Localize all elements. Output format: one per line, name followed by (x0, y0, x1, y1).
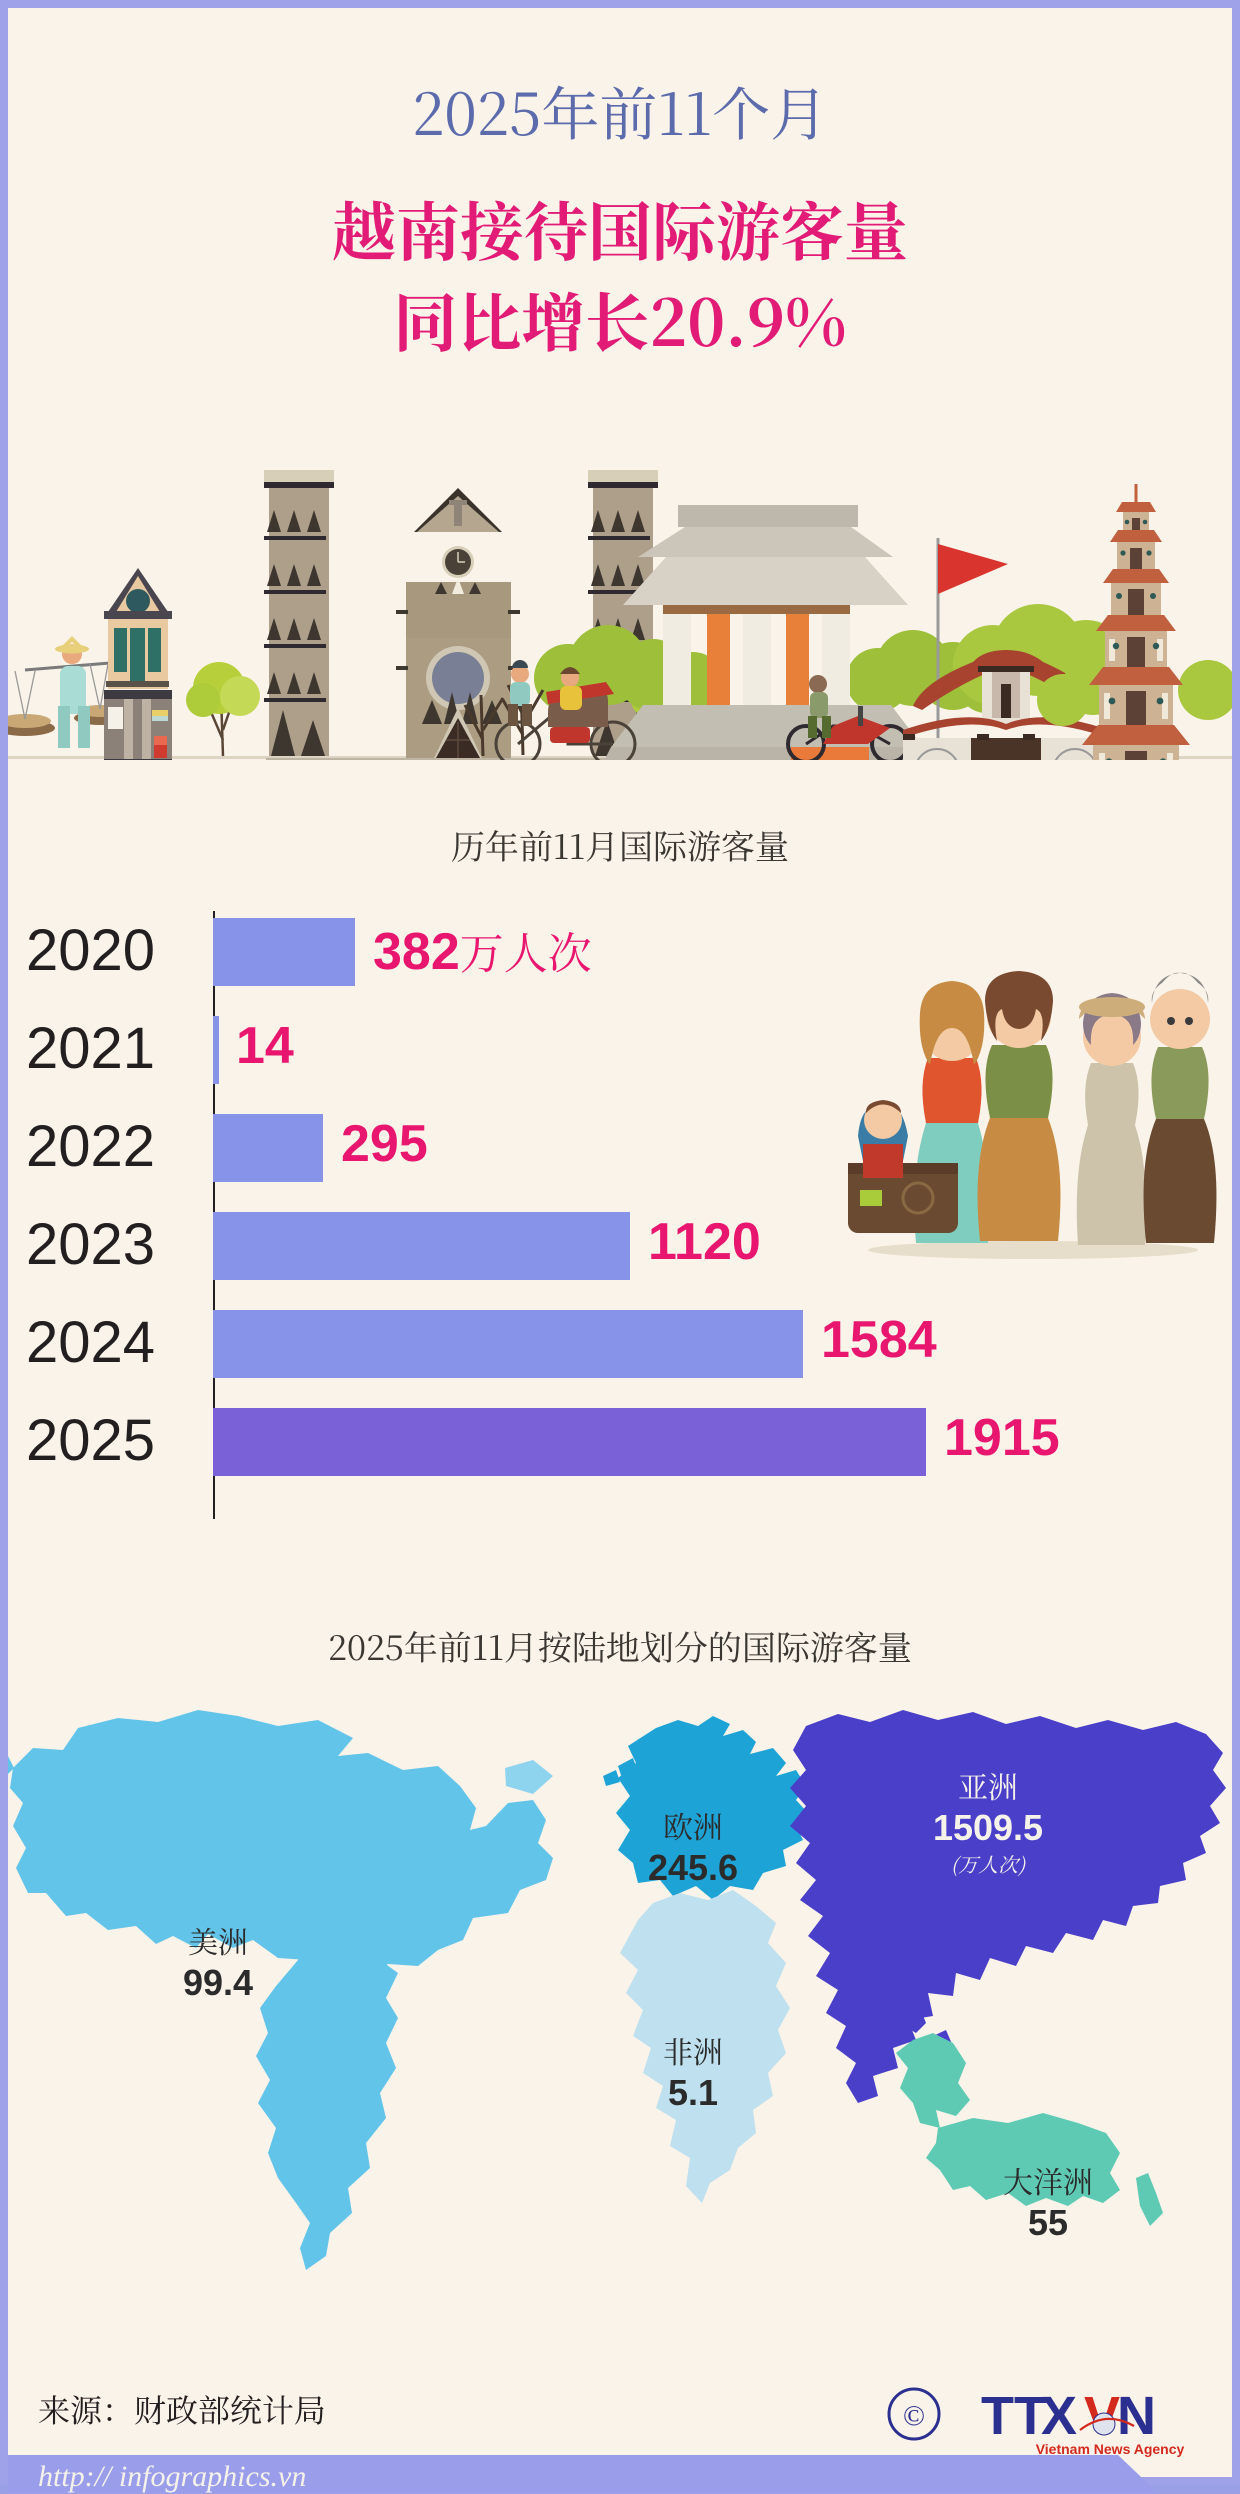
svg-text:©: © (903, 2400, 925, 2432)
svg-text:N: N (1117, 2386, 1156, 2446)
svg-text:Vietnam News Agency: Vietnam News Agency (1036, 2441, 1185, 2457)
svg-text:TT: TT (981, 2386, 1047, 2446)
svg-text:X: X (1041, 2386, 1077, 2446)
